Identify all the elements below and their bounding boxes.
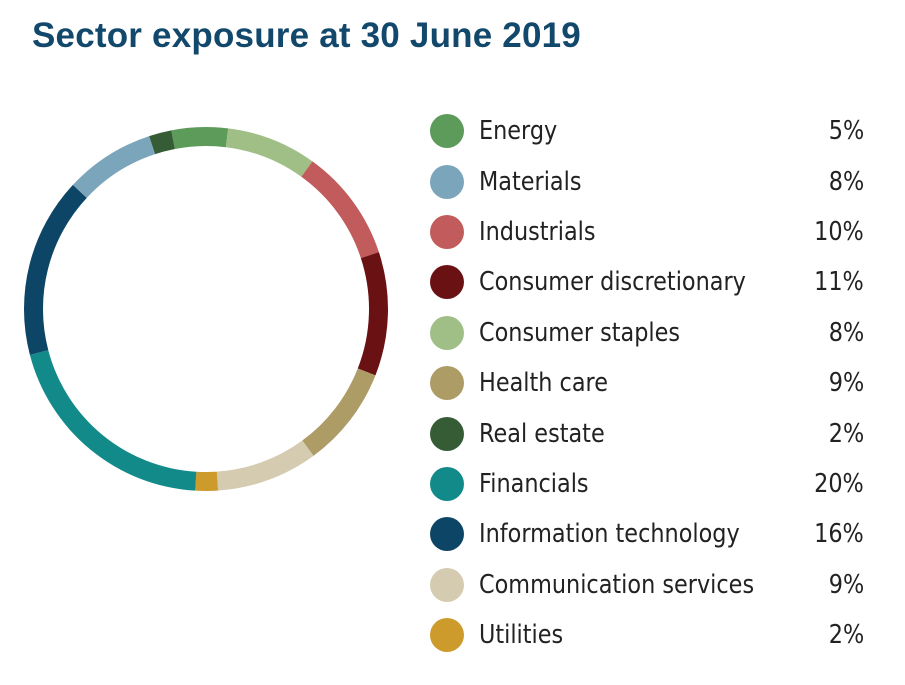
legend-label: Utilities xyxy=(479,620,564,651)
donut-slice-consumer-staples xyxy=(225,128,313,177)
donut-slice-materials xyxy=(72,136,156,198)
donut-slice-real-estate xyxy=(149,130,175,155)
donut-chart xyxy=(24,127,388,491)
legend-swatch xyxy=(430,517,464,552)
legend-swatch xyxy=(430,567,464,602)
legend-swatch xyxy=(430,114,464,149)
donut-slice-financials xyxy=(29,350,197,491)
legend-value: 2% xyxy=(828,418,864,449)
legend-value: 2% xyxy=(828,620,864,651)
legend-label: Industrials xyxy=(479,216,596,247)
legend-value: 8% xyxy=(828,166,864,197)
donut-slice-communication-services xyxy=(216,440,314,491)
donut-slice-utilities xyxy=(195,471,219,491)
donut-slice-energy xyxy=(171,127,229,149)
legend-item: Materials 8% xyxy=(430,156,870,206)
legend-label: Consumer discretionary xyxy=(479,267,746,298)
legend-label: Real estate xyxy=(479,418,605,449)
legend-swatch xyxy=(430,315,464,350)
legend-item: Real estate 2% xyxy=(430,408,870,458)
donut-slice-consumer-discretionary xyxy=(357,252,388,376)
legend-value: 16% xyxy=(814,519,864,550)
legend-item: Consumer staples 8% xyxy=(430,308,870,358)
legend-value: 11% xyxy=(814,267,864,298)
legend-item: Financials 20% xyxy=(430,459,870,509)
legend-value: 20% xyxy=(814,468,864,499)
legend-item: Information technology 16% xyxy=(430,509,870,559)
chart-title: Sector exposure at 30 June 2019 xyxy=(32,16,581,55)
legend-label: Financials xyxy=(479,468,589,499)
legend-swatch xyxy=(430,164,464,199)
legend-item: Utilities 2% xyxy=(430,610,870,660)
legend-value: 9% xyxy=(828,569,864,600)
legend-swatch xyxy=(430,466,464,501)
legend-swatch xyxy=(430,214,464,249)
legend-label: Energy xyxy=(479,116,558,147)
legend-label: Information technology xyxy=(479,519,740,550)
legend-label: Health care xyxy=(479,368,608,399)
legend-swatch xyxy=(430,265,464,300)
donut-slice-information-technology xyxy=(24,184,87,355)
legend-item: Energy 5% xyxy=(430,106,870,156)
donut-slice-industrials xyxy=(301,161,379,259)
legend-value: 5% xyxy=(828,116,864,147)
legend-value: 8% xyxy=(828,317,864,348)
legend-label: Consumer staples xyxy=(479,317,681,348)
legend-item: Industrials 10% xyxy=(430,207,870,257)
legend-item: Health care 9% xyxy=(430,358,870,408)
legend-label: Materials xyxy=(479,166,582,197)
legend-value: 9% xyxy=(828,368,864,399)
legend-swatch xyxy=(430,366,464,401)
chart-legend: Energy 5% Materials 8% Industrials 10% Consume… xyxy=(430,106,870,660)
legend-item: Consumer discretionary 11% xyxy=(430,257,870,307)
legend-swatch xyxy=(430,618,464,653)
legend-item: Communication services 9% xyxy=(430,560,870,610)
legend-value: 10% xyxy=(814,216,864,247)
legend-swatch xyxy=(430,416,464,451)
donut-slice-health-care xyxy=(302,368,376,456)
legend-label: Communication services xyxy=(479,569,755,600)
